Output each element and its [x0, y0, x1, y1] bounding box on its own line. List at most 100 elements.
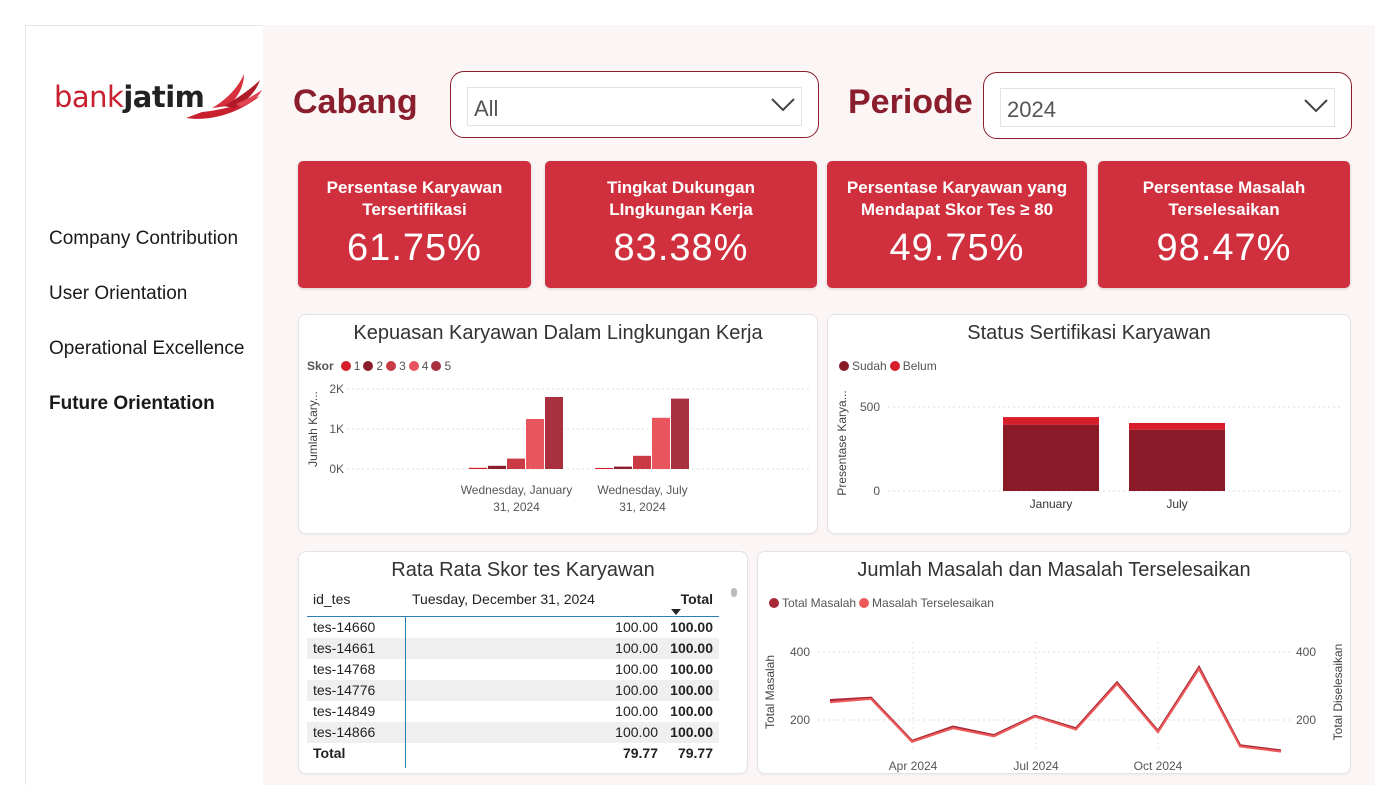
kpi-value: 61.75%	[347, 227, 482, 269]
x-tick-label: January	[1030, 497, 1073, 511]
table-row[interactable]: tes-14768 100.00 100.00	[313, 661, 713, 677]
sort-desc-icon[interactable]	[671, 609, 681, 615]
y-tick-label: 2K	[329, 382, 344, 396]
logo-bank-text: bank	[54, 80, 124, 114]
periode-dropdown[interactable]: 2024	[983, 72, 1352, 139]
kpi-value: 98.47%	[1156, 227, 1292, 269]
series-line	[829, 664, 1282, 752]
column-divider	[405, 616, 406, 768]
logo-jatim-text: jatim	[123, 80, 205, 114]
kpi-title: Persentase Karyawan Tersertifikasi	[326, 178, 503, 219]
legend-item: 2	[376, 359, 384, 373]
bar	[652, 417, 670, 469]
sidebar: bankjatim Company Contribution User Orie…	[25, 25, 263, 785]
y-tick-label: 0	[873, 484, 880, 498]
x-tick-label: Apr 2024	[889, 759, 938, 773]
cabang-dropdown[interactable]: All	[450, 71, 819, 138]
nav-item-operational-excellence[interactable]: Operational Excellence	[49, 338, 245, 359]
table-header: id_tes Tuesday, December 31, 2024 Total	[307, 587, 719, 617]
y-tick-label: 400	[790, 645, 810, 659]
nav-menu: Company Contribution User Orientation Op…	[49, 224, 244, 444]
bar	[526, 419, 544, 469]
legend-item: 3	[399, 359, 406, 373]
chart-title: Status Sertifikasi Karyawan	[967, 322, 1211, 344]
masalah-chart-card[interactable]: Jumlah Masalah dan Masalah Terselesaikan…	[757, 551, 1351, 774]
kpi-value: 83.38%	[613, 227, 749, 269]
column-header-total[interactable]: Total	[680, 591, 713, 607]
kpi-title: Tingkat Dukungan LIngkungan Kerja	[607, 178, 755, 219]
nav-item-user-orientation[interactable]: User Orientation	[49, 283, 188, 304]
bar	[545, 397, 563, 469]
kpi-title: Persentase Masalah Terselesaikan	[1142, 178, 1306, 219]
x-tick-label: Wednesday, January	[461, 483, 573, 497]
chart-title: Jumlah Masalah dan Masalah Terselesaikan	[857, 559, 1251, 581]
nav-item-company-contribution[interactable]: Company Contribution	[49, 228, 239, 249]
legend-item: Masalah Terselesaikan	[872, 596, 994, 610]
legend-item: 5	[444, 359, 452, 373]
legend-item: 4	[421, 359, 429, 373]
periode-label: Periode	[848, 83, 973, 121]
y-tick-label: 0K	[329, 462, 344, 476]
masalah-line-chart: 200 200 400 400 Apr 2024 Jul 2024 Oct 2024 Tota…	[763, 642, 1345, 773]
bar	[488, 465, 506, 469]
dashboard-canvas: Cabang All Periode 2024 Persentase Karya…	[263, 25, 1375, 785]
kepuasan-bar-chart: 0K 1K 2K Jumlah Kary... Wednesday, January 31…	[306, 382, 809, 514]
wing-icon	[186, 74, 262, 119]
table-scrollbar[interactable]	[731, 588, 737, 597]
series-line	[829, 667, 1282, 753]
chart-legend: Total Masalah Masalah Terselesaikan	[766, 596, 994, 610]
bankjatim-logo: bankjatim	[54, 74, 264, 124]
chevron-down-icon[interactable]	[771, 98, 795, 112]
y-tick-label: 1K	[329, 422, 344, 436]
table-row[interactable]: tes-14849 100.00 100.00	[313, 703, 713, 719]
bar-segment	[1003, 417, 1099, 425]
periode-value: 2024	[1007, 97, 1056, 122]
bar	[614, 466, 632, 469]
kepuasan-chart-card[interactable]: Kepuasan Karyawan Dalam Lingkungan Kerja…	[298, 314, 818, 534]
cabang-value-box[interactable]: All	[467, 87, 802, 126]
cabang-value: All	[474, 96, 499, 121]
chart-legend: Sudah Belum	[836, 359, 937, 373]
table-row[interactable]: tes-14661 100.00 100.00	[307, 638, 719, 659]
legend-item: 1	[353, 359, 361, 373]
table-row[interactable]: tes-14776 100.00 100.00	[307, 680, 719, 701]
x-tick-label: Oct 2024	[1134, 759, 1183, 773]
sertifikasi-chart-card[interactable]: Status Sertifikasi Karyawan Sudah Belum …	[827, 314, 1351, 534]
y2-tick-label: 400	[1296, 645, 1316, 659]
y-axis-label: Presentase Karya...	[835, 390, 849, 495]
periode-value-box[interactable]: 2024	[1000, 88, 1335, 127]
cabang-label: Cabang	[293, 83, 418, 121]
y2-axis-label: Total Diselesaikan	[1331, 644, 1345, 741]
chevron-down-icon[interactable]	[1304, 99, 1328, 113]
bar	[633, 455, 651, 469]
kpi-value: 49.75%	[889, 227, 1025, 269]
skor-table: id_tes Tuesday, December 31, 2024 Total …	[307, 587, 719, 764]
chart-title: Kepuasan Karyawan Dalam Lingkungan Kerja	[353, 322, 763, 344]
x-tick-label: Jul 2024	[1013, 759, 1059, 773]
kpi-card-dukungan: Tingkat Dukungan LIngkungan Kerja 83.38%	[545, 161, 817, 288]
bar	[469, 467, 487, 469]
chart-legend: Skor 1 2 3 4 5	[307, 359, 451, 373]
y-axis-label: Total Masalah	[763, 655, 777, 729]
column-header-date[interactable]: Tuesday, December 31, 2024	[412, 591, 595, 607]
table-total-row: Total 79.77 79.77	[313, 745, 713, 761]
y-tick-label: 200	[790, 713, 810, 727]
table-title: Rata Rata Skor tes Karyawan	[391, 559, 655, 581]
table-row[interactable]: tes-14660 100.00 100.00	[313, 619, 713, 635]
y2-tick-label: 200	[1296, 713, 1316, 727]
legend-item: Total Masalah	[782, 596, 857, 610]
kpi-title: Persentase Karyawan yang Mendapat Skor T…	[846, 178, 1068, 219]
bar-segment	[1003, 424, 1099, 491]
nav-item-future-orientation[interactable]: Future Orientation	[49, 393, 215, 414]
x-tick-label: Wednesday, July	[597, 483, 687, 497]
kpi-card-masalah: Persentase Masalah Terselesaikan 98.47%	[1098, 161, 1350, 288]
table-row[interactable]: tes-14866 100.00 100.00	[307, 722, 719, 743]
x-tick-label: 31, 2024	[619, 500, 666, 514]
skor-table-card[interactable]: Rata Rata Skor tes Karyawan id_tes Tuesd…	[298, 551, 748, 774]
legend-title: Skor	[307, 359, 334, 373]
bar-segment	[1129, 429, 1225, 491]
bar	[595, 468, 613, 469]
kpi-card-tersertifikasi: Persentase Karyawan Tersertifikasi 61.75…	[298, 161, 531, 288]
kpi-card-skor-tes: Persentase Karyawan yang Mendapat Skor T…	[827, 161, 1087, 288]
column-header-id-tes[interactable]: id_tes	[313, 591, 351, 607]
